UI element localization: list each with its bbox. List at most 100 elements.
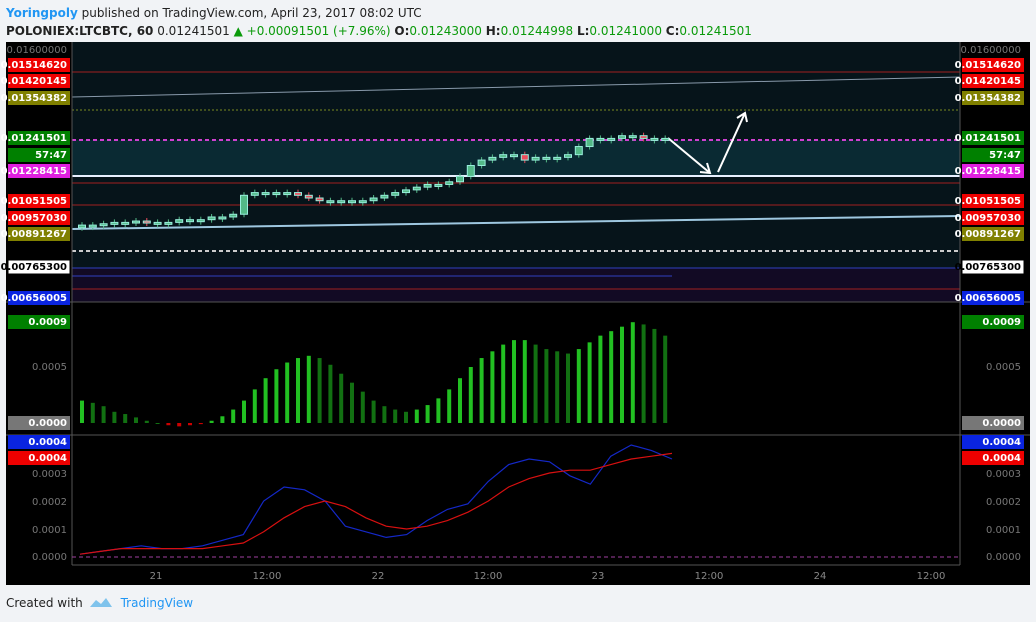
histogram-bar <box>555 351 560 423</box>
histogram-bar <box>371 400 376 423</box>
histogram-bar <box>123 414 128 423</box>
price-tag: 0.0000 <box>28 418 67 429</box>
price-tag: 0.0002 <box>986 497 1021 508</box>
candle <box>207 216 216 221</box>
price-tag-bg <box>962 227 1024 241</box>
candle <box>196 219 205 223</box>
histogram-bar <box>436 398 441 423</box>
arrow-down <box>667 137 712 175</box>
histogram-bar <box>90 402 95 423</box>
price-tag: 0.0003 <box>32 469 67 480</box>
price-tag: 0.01514620 <box>955 60 1021 71</box>
price-tag-bg <box>8 211 70 225</box>
candle <box>628 135 637 139</box>
candle <box>326 200 335 204</box>
candle <box>477 159 486 166</box>
price-tag: 0.01241501 <box>1 133 67 144</box>
candle <box>272 192 281 196</box>
time-label: 23 <box>592 571 605 582</box>
low: 0.01241000 <box>589 24 662 38</box>
price-tag: 57:47 <box>35 150 67 161</box>
price-tag: 0.01228415 <box>955 166 1021 177</box>
histogram-bar <box>663 335 668 423</box>
histogram-bar <box>188 423 192 426</box>
time-label: 12:00 <box>253 571 282 582</box>
price-tag-bg <box>8 227 70 241</box>
macd-line <box>79 452 673 555</box>
time-label: 22 <box>372 571 385 582</box>
price-tag: 0.01600000 <box>961 45 1021 56</box>
histogram-bar <box>490 351 495 423</box>
histogram-bar <box>231 409 236 423</box>
candle <box>283 192 292 196</box>
candle <box>466 164 475 177</box>
author[interactable]: Yoringpoly <box>6 6 78 20</box>
price-tag-bg <box>962 194 1024 208</box>
candle <box>402 189 410 194</box>
candle <box>99 223 108 227</box>
price-tag: 0.0004 <box>28 437 67 448</box>
published: published on TradingView.com, April 23, … <box>81 6 422 20</box>
header: Yoringpoly published on TradingView.com,… <box>6 4 752 40</box>
histogram-bar <box>620 326 624 423</box>
candle <box>315 197 324 202</box>
histogram-bar <box>404 411 408 423</box>
price-tag-bg <box>7 259 71 275</box>
price-tag-bg <box>962 164 1024 178</box>
price-tag: 0.01051505 <box>955 196 1021 207</box>
candle <box>229 213 238 218</box>
price-tag: 0.0001 <box>32 525 67 536</box>
candle <box>564 154 572 158</box>
brand[interactable]: TradingView <box>120 596 194 610</box>
price-tag: 0.01354382 <box>1 93 67 104</box>
histogram-bar <box>382 406 387 423</box>
histogram-bar <box>609 331 614 423</box>
histogram-bar <box>339 373 344 423</box>
histogram-bar <box>220 416 225 423</box>
candle <box>153 221 162 225</box>
histogram-bar <box>630 322 635 423</box>
histogram-bar <box>155 423 160 424</box>
histogram-bar <box>101 406 106 423</box>
candle <box>553 156 562 160</box>
price-tag-bg <box>8 74 70 88</box>
histogram-bar <box>317 358 322 423</box>
candle <box>531 156 540 161</box>
histogram-bar <box>393 409 398 423</box>
histogram-bar <box>285 362 290 423</box>
histogram-bar <box>209 420 214 423</box>
price-tag-bg <box>962 58 1024 72</box>
zone <box>72 268 960 302</box>
high: 0.01244998 <box>500 24 574 38</box>
price-tag: 0.0004 <box>982 453 1021 464</box>
histogram-bar <box>598 335 603 423</box>
last: 0.01241501 <box>157 24 230 38</box>
price-tag: 0.0003 <box>986 469 1021 480</box>
price-tag: 0.00656005 <box>955 293 1021 304</box>
histogram-bar <box>328 364 333 423</box>
created: Created with <box>6 596 83 610</box>
price-tag-bg <box>8 416 70 430</box>
price-tag-bg <box>8 194 70 208</box>
price-tag-bg <box>962 148 1024 162</box>
arrow-up <box>717 111 748 173</box>
candle <box>380 194 389 199</box>
histogram-bar <box>198 423 203 425</box>
candle <box>337 200 346 204</box>
header-line-2: POLONIEX:LTCBTC, 60 0.01241501 ▲ +0.0009… <box>6 22 752 40</box>
histogram-bar <box>501 344 506 423</box>
candle <box>607 137 616 141</box>
price-tag-bg <box>962 91 1024 105</box>
histogram-bar <box>177 423 182 427</box>
price-tag: 0.01354382 <box>955 93 1021 104</box>
histogram-bar <box>166 423 171 426</box>
trend-line <box>71 76 961 98</box>
histogram-bar <box>512 340 516 423</box>
trend-line <box>71 215 961 230</box>
histogram-bar <box>112 411 117 423</box>
price-tag: 0.00957030 <box>1 213 67 224</box>
header-line-1: Yoringpoly published on TradingView.com,… <box>6 4 752 22</box>
candle <box>78 224 86 229</box>
candle <box>142 220 151 224</box>
